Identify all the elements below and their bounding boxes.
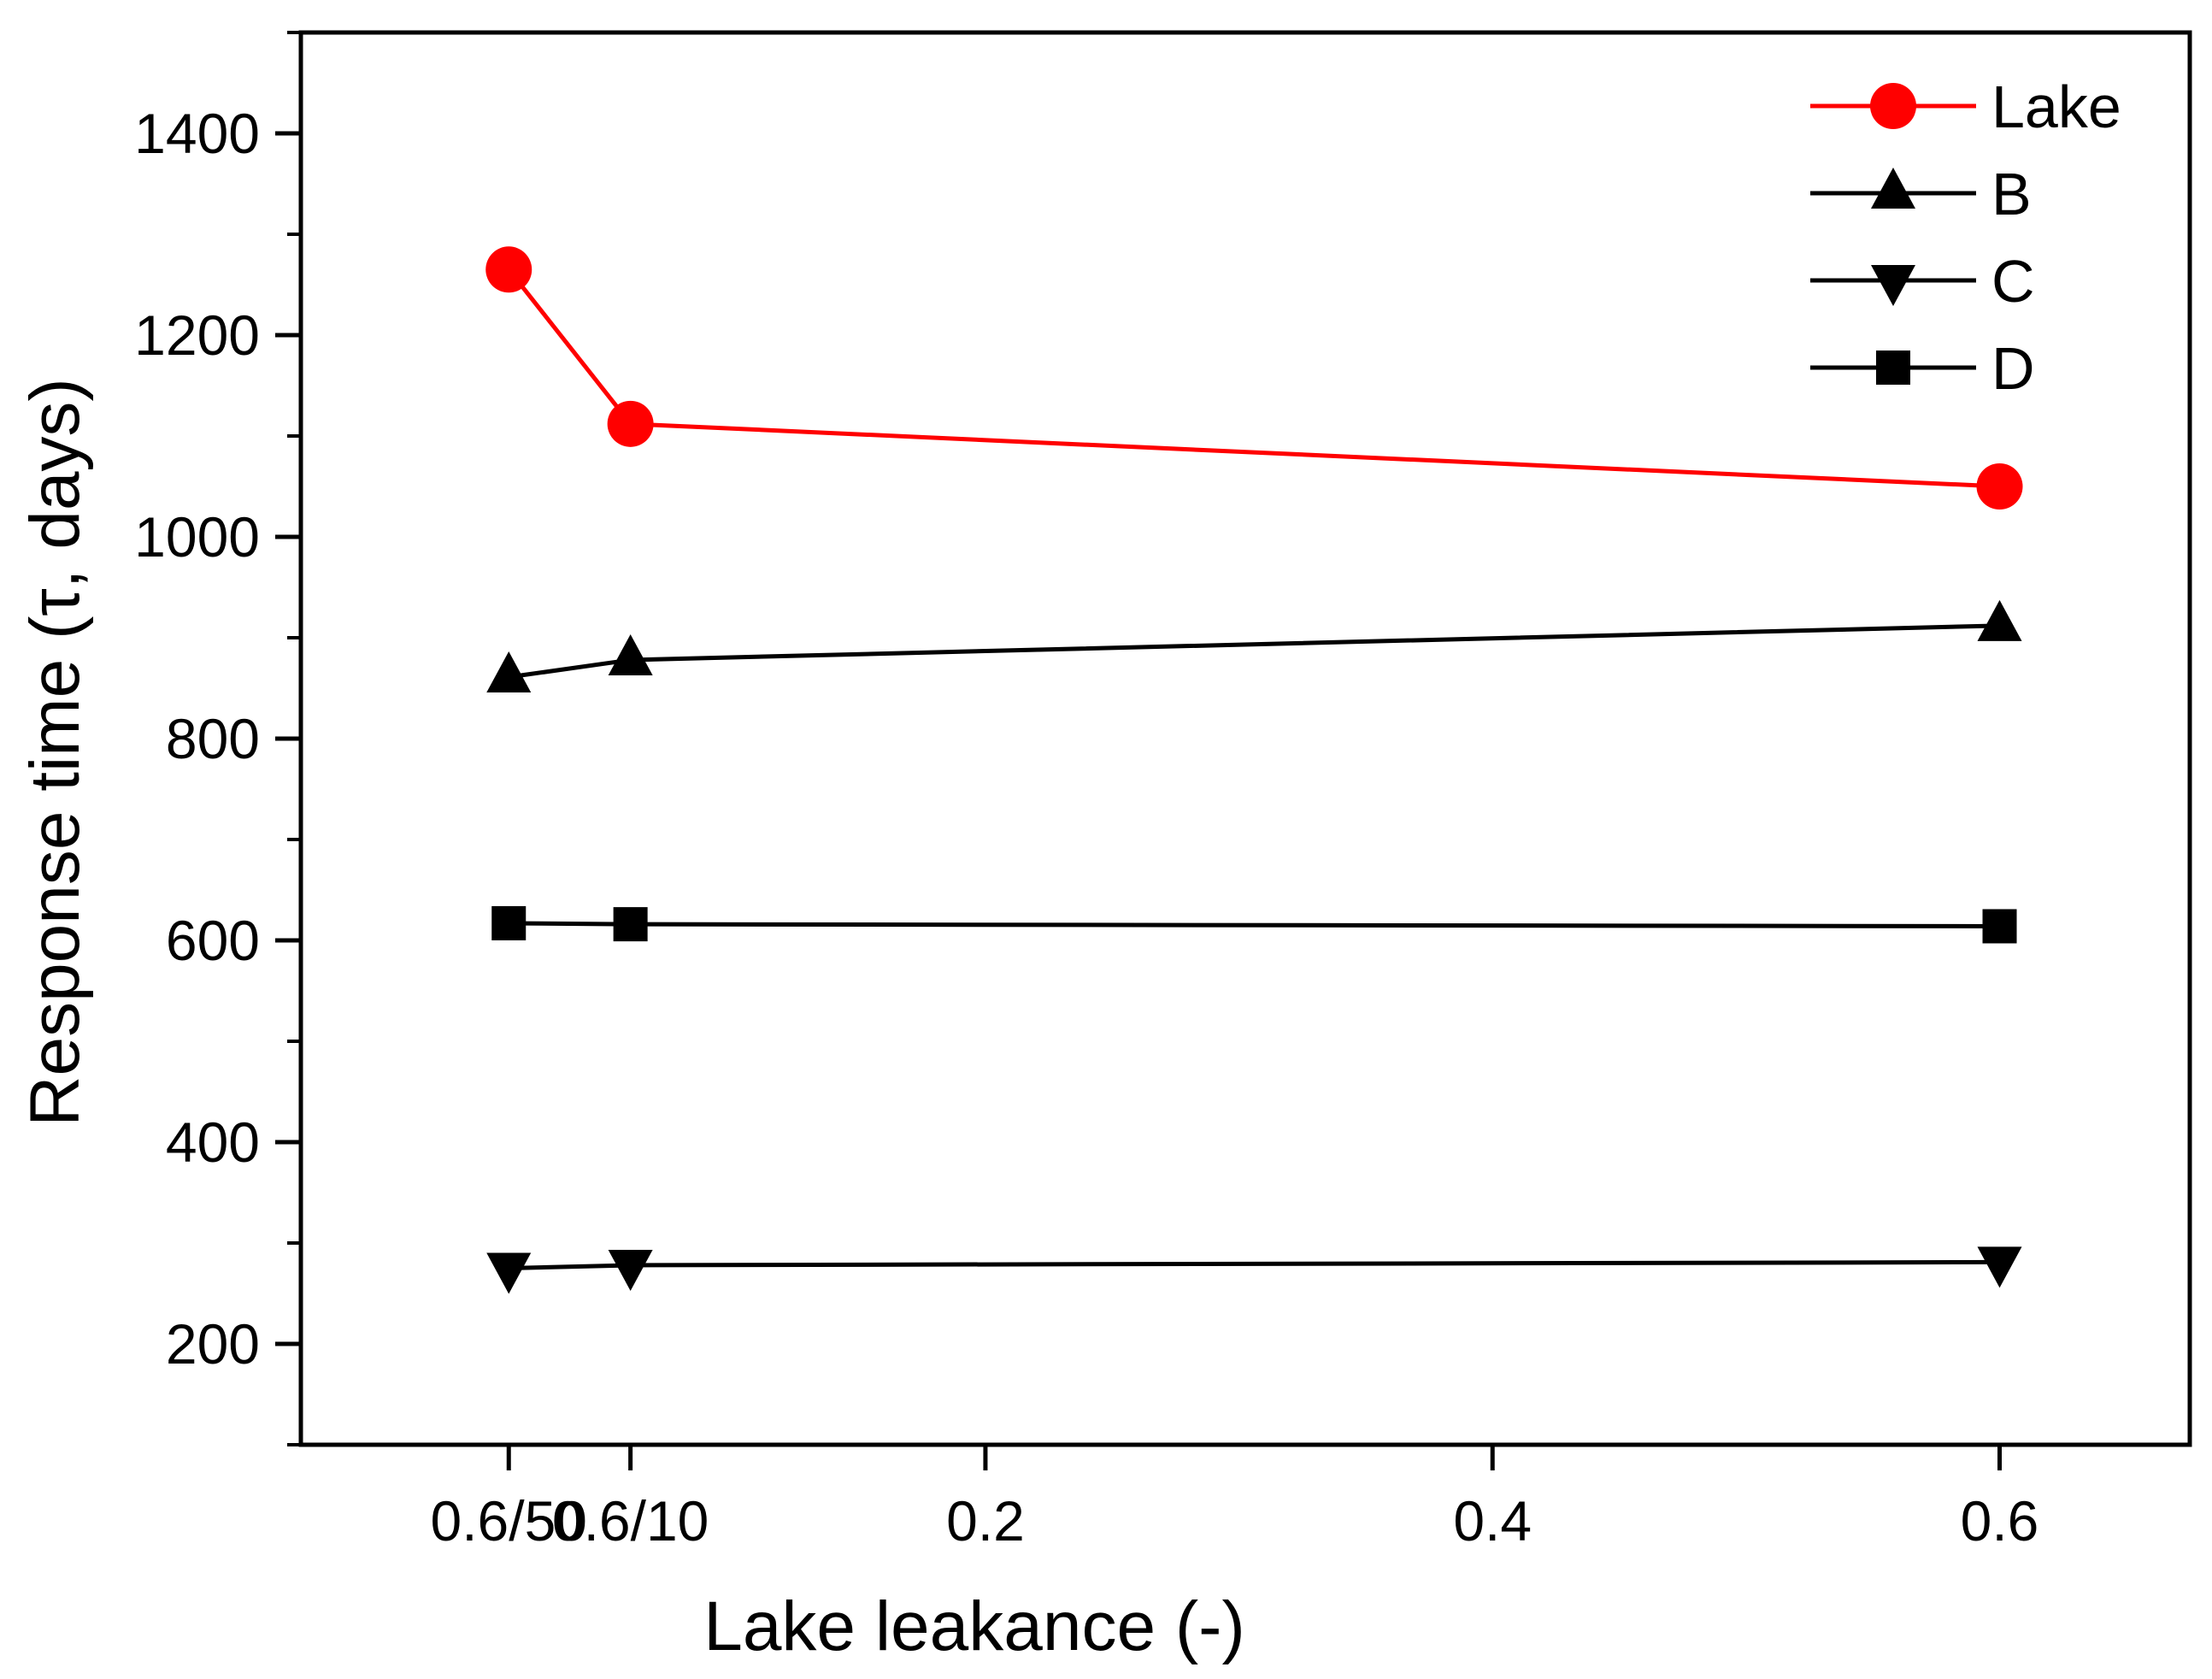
data-point-b (1977, 599, 2022, 641)
legend-marker (1876, 351, 1910, 385)
data-point-c (608, 1249, 653, 1291)
data-point-lake (485, 246, 532, 293)
legend-item-d: D (1810, 335, 2035, 402)
y-tick-label: 600 (166, 909, 260, 972)
x-tick-label: 0.6 (1961, 1489, 2039, 1552)
series-c (486, 1246, 2022, 1294)
series-layer (485, 246, 2023, 1294)
legend-label: B (1991, 161, 2032, 227)
legend-label: Lake (1991, 74, 2121, 140)
legend-item-lake: Lake (1810, 74, 2121, 140)
y-axis-title: Response time (τ, days) (16, 378, 94, 1127)
series-d (491, 905, 2017, 944)
legend-item-b: B (1810, 161, 2032, 227)
legend-marker (1870, 83, 1916, 129)
y-tick-label: 200 (166, 1312, 260, 1376)
legend-label: C (1991, 248, 2035, 315)
legend-item-c: C (1810, 248, 2035, 315)
data-point-lake (1976, 463, 2023, 510)
data-point-b (608, 633, 653, 675)
x-tick-label: 0.2 (946, 1489, 1025, 1552)
legend: Lake BCD (1810, 74, 2121, 402)
x-tick-label: 0.6/50 (430, 1489, 587, 1552)
x-tick-label: 0.6/10 (552, 1489, 709, 1552)
y-axis: 200 400 600 800 1000 1200 1400 (134, 31, 301, 1446)
data-point-c (486, 1252, 532, 1294)
x-tick-label: 0.4 (1453, 1489, 1532, 1552)
data-point-d (1982, 909, 2017, 944)
series-b (486, 599, 2022, 693)
legend-marker (1871, 168, 1915, 209)
legend-marker (1871, 265, 1915, 306)
x-axis-title: Lake leakance (-) (703, 1588, 1245, 1665)
y-tick-label: 800 (166, 707, 260, 770)
y-tick-label: 1000 (134, 505, 260, 569)
y-tick-label: 1400 (134, 102, 260, 165)
series-lake (485, 246, 2023, 510)
x-axis: 0.6/500.6/10 0.2 0.4 0.6 (430, 1445, 2038, 1552)
legend-label: D (1991, 335, 2035, 402)
y-tick-label: 1200 (134, 303, 260, 367)
data-point-c (1977, 1246, 2022, 1288)
data-point-d (491, 905, 527, 940)
data-point-lake (607, 400, 654, 447)
data-point-d (613, 907, 648, 942)
y-tick-label: 400 (166, 1110, 260, 1174)
data-point-b (486, 651, 532, 693)
